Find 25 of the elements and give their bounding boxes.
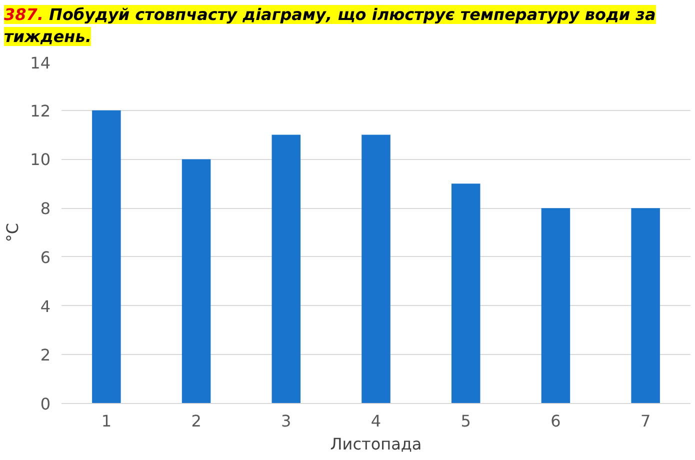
y-tick-label: 12	[30, 101, 50, 120]
bar	[631, 208, 660, 404]
bar	[541, 208, 570, 404]
y-tick-label: 2	[40, 346, 51, 365]
y-tick-label: 0	[40, 394, 51, 414]
bar	[182, 159, 211, 404]
x-tick-label: 4	[370, 412, 382, 430]
x-tick-label: 7	[640, 412, 651, 430]
x-tick-label: 1	[101, 412, 112, 430]
y-tick-label: 14	[30, 54, 50, 72]
x-tick-label: 6	[550, 412, 561, 430]
x-tick-label: 5	[460, 412, 471, 430]
y-tick-label: 4	[40, 296, 51, 316]
bar	[92, 110, 121, 404]
y-tick-label: 8	[40, 199, 51, 218]
bar	[362, 134, 390, 404]
x-tick-label: 3	[281, 412, 292, 430]
bar	[272, 134, 301, 404]
y-tick-label: 6	[40, 248, 51, 267]
x-axis-title: Листопада	[330, 434, 422, 454]
x-tick-label: 2	[191, 412, 202, 430]
chart-title: 387. Побудуй стовпчасту діаграму, що ілюструє температуру води за тиждень.	[4, 5, 656, 46]
bar	[451, 184, 480, 404]
y-axis-title: °C	[3, 222, 22, 242]
y-tick-label: 10	[30, 150, 50, 170]
